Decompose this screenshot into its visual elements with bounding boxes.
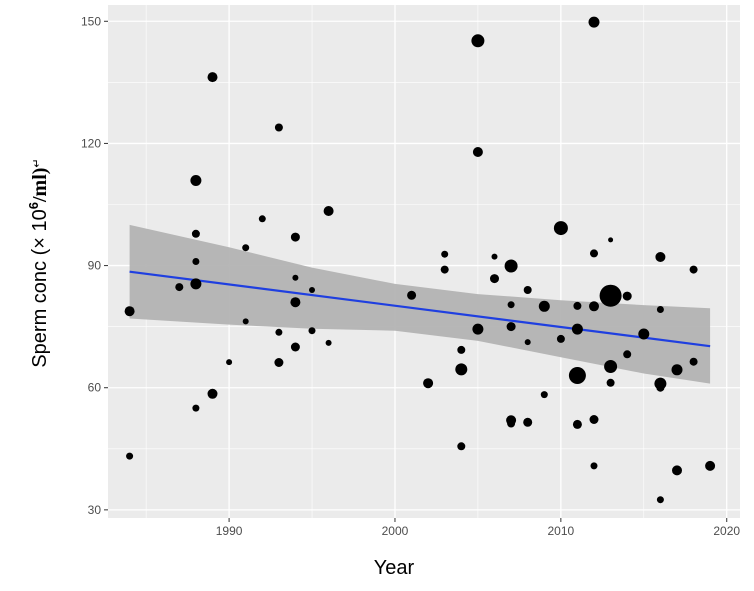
major-gridlines: [108, 5, 740, 518]
data-point: [309, 287, 315, 293]
data-point: [622, 291, 632, 301]
data-point: [638, 328, 650, 340]
x-axis-title: Year: [374, 557, 415, 579]
data-point: [606, 378, 615, 387]
y-axis-ticks: 30 60 90 120 150: [81, 14, 108, 517]
data-point: [523, 417, 533, 427]
data-point: [556, 334, 565, 343]
x-tick-label: 2020: [713, 524, 740, 538]
data-point: [192, 258, 200, 265]
confidence-band-layer: [129, 224, 711, 384]
data-point: [655, 252, 666, 262]
data-point: [191, 229, 200, 238]
data-point: [290, 232, 300, 242]
data-point: [440, 265, 449, 274]
data-point: [689, 265, 698, 274]
data-point: [524, 339, 531, 346]
confidence-band: [129, 224, 711, 384]
data-point: [290, 342, 300, 352]
data-point: [507, 419, 516, 428]
data-point: [523, 286, 532, 294]
y-axis-title-mark: ↵: [31, 158, 43, 167]
data-point: [506, 322, 516, 332]
data-point: [290, 297, 301, 308]
data-point: [292, 274, 299, 281]
y-tick-label: 150: [81, 14, 101, 28]
data-point: [604, 360, 618, 373]
data-point: [207, 388, 218, 399]
data-point: [124, 306, 135, 317]
y-tick-label: 30: [88, 503, 102, 517]
data-point: [226, 359, 233, 366]
y-axis-title-unit: /ml): [29, 168, 51, 203]
data-point: [126, 452, 134, 460]
data-point: [568, 367, 586, 384]
y-tick-label: 60: [88, 381, 102, 395]
data-point: [507, 301, 515, 309]
data-point: [242, 244, 250, 252]
data-point: [540, 391, 548, 399]
data-point: [599, 284, 622, 307]
data-point: [504, 259, 518, 273]
x-tick-label: 2010: [547, 524, 574, 538]
data-point: [571, 323, 583, 335]
trend-line: [129, 270, 711, 348]
data-point: [490, 274, 499, 284]
data-point: [472, 147, 483, 157]
y-tick-label: 90: [88, 259, 102, 273]
data-point: [589, 415, 599, 424]
data-point: [274, 358, 284, 367]
data-point: [590, 462, 598, 470]
data-point: [573, 301, 582, 310]
data-point: [705, 460, 716, 471]
data-point: [175, 283, 184, 292]
data-point: [457, 345, 466, 354]
data-point: [207, 72, 218, 83]
data-point: [423, 378, 434, 389]
data-point: [588, 16, 600, 28]
data-point: [623, 350, 632, 359]
data-point: [192, 404, 200, 412]
x-tick-label: 1990: [216, 524, 243, 538]
y-axis-title-superscript: 6: [26, 202, 41, 209]
data-point: [457, 442, 466, 451]
data-point: [589, 301, 599, 312]
data-point: [689, 357, 698, 366]
data-point: [275, 328, 283, 336]
data-point: [491, 253, 498, 260]
data-point: [325, 339, 332, 346]
data-point: [672, 465, 682, 476]
data-point: [190, 278, 202, 290]
data-point: [190, 175, 202, 186]
data-point: [590, 249, 598, 258]
data-point: [407, 290, 417, 300]
x-axis-ticks: 1990 2000 2010 2020: [216, 518, 740, 538]
data-point: [455, 363, 468, 376]
data-point: [656, 496, 664, 504]
x-tick-label: 2000: [382, 524, 409, 538]
data-point: [308, 327, 316, 335]
data-point: [323, 206, 334, 216]
data-point: [258, 215, 266, 223]
data-point: [242, 318, 249, 325]
data-point: [656, 383, 665, 392]
data-point: [553, 221, 568, 236]
data-point: [572, 419, 582, 429]
data-point: [471, 34, 485, 48]
data-point: [441, 250, 449, 258]
data-point: [538, 300, 550, 312]
data-point: [608, 237, 614, 243]
trend-line-layer: [129, 270, 711, 348]
data-points: [124, 16, 716, 504]
y-tick-label: 120: [81, 136, 101, 150]
data-point: [671, 364, 683, 376]
y-axis-title-text: Sperm conc (× 10: [29, 209, 51, 367]
data-point: [472, 323, 484, 335]
data-point: [274, 123, 283, 132]
y-axis-title: Sperm conc (× 106/ml)↵: [26, 158, 51, 367]
data-point: [656, 306, 664, 313]
